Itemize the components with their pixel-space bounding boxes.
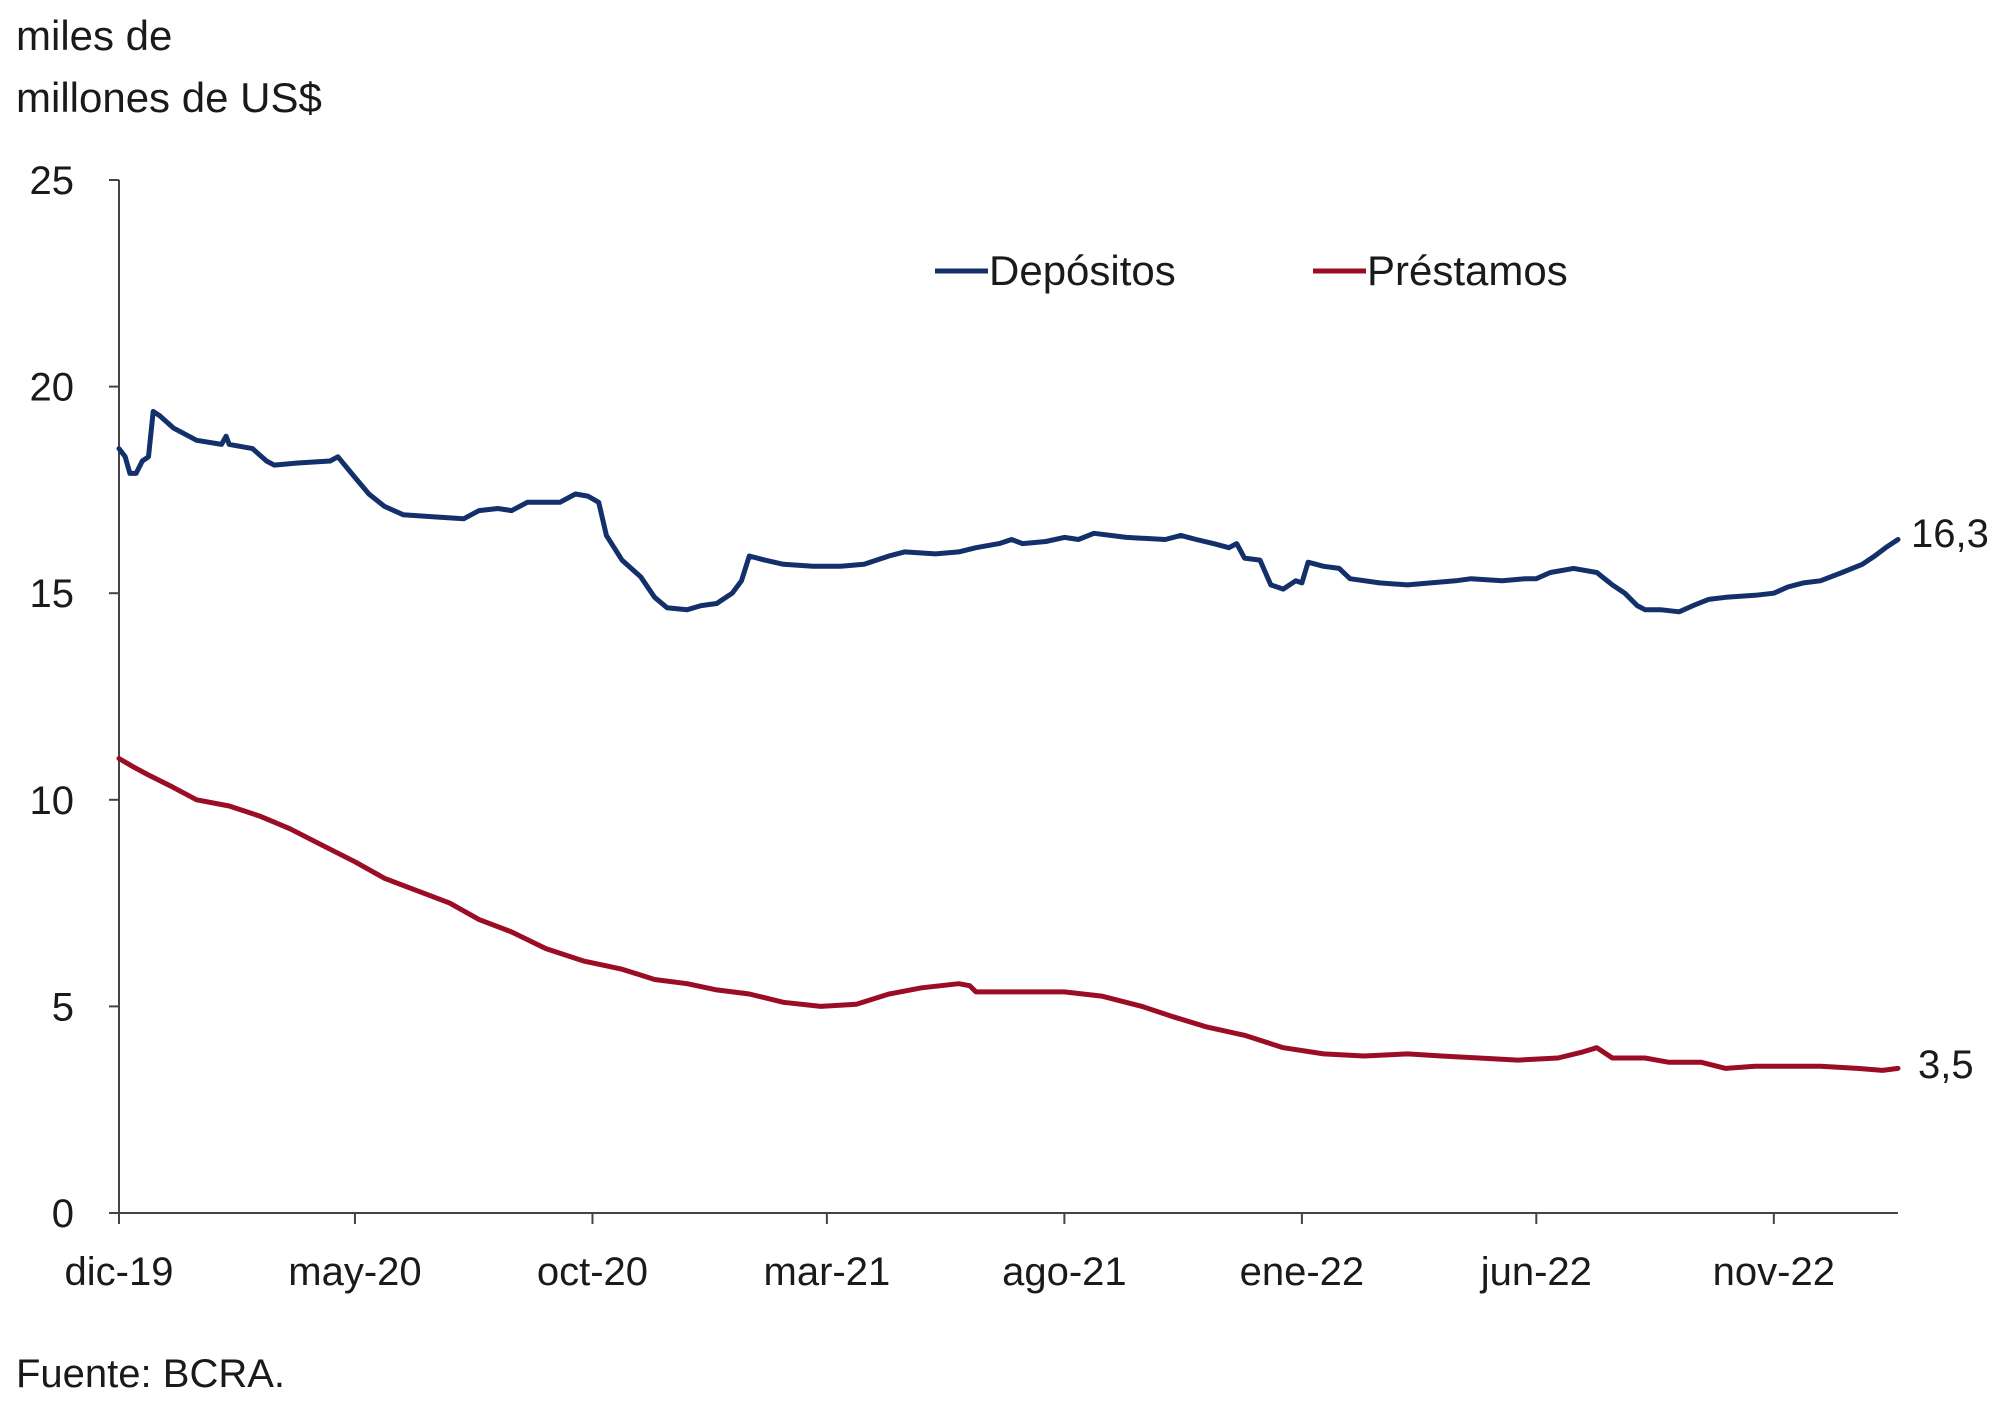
y-tick-label: 25: [30, 159, 75, 203]
y-tick-label: 20: [30, 366, 75, 410]
y-tick-label: 10: [30, 779, 75, 823]
series-line-prestamos: [116, 756, 1901, 1073]
legend: Depósitos Préstamos: [935, 247, 1568, 294]
y-axis-label-line2: millones de US$: [16, 74, 322, 121]
x-tick-label: oct-20: [537, 1250, 648, 1294]
source-note: Fuente: BCRA.: [16, 1352, 285, 1396]
series-layer: [116, 408, 1901, 1073]
series-line-depositos: [116, 408, 1901, 615]
end-label-prestamos: 3,5: [1918, 1043, 1974, 1087]
x-tick-label: nov-22: [1713, 1250, 1835, 1294]
legend-label-prestamos: Préstamos: [1367, 247, 1568, 294]
y-tick-label: 15: [30, 572, 75, 616]
y-tick-label: 0: [52, 1192, 74, 1236]
y-tick-label: 5: [52, 985, 74, 1029]
x-tick-label: jun-22: [1480, 1250, 1592, 1294]
y-axis-label-line1: miles de: [16, 12, 172, 59]
x-tick-label: ago-21: [1002, 1250, 1127, 1294]
end-label-depositos: 16,3: [1911, 512, 1989, 556]
x-tick-label: dic-19: [65, 1250, 174, 1294]
x-tick-label: mar-21: [764, 1250, 891, 1294]
axes: 0 5 10 15 20 25 dic-19 may-20 oct-20 mar-21 ago-21…: [30, 159, 1898, 1294]
x-tick-label: may-20: [288, 1250, 421, 1294]
x-tick-label: ene-22: [1240, 1250, 1365, 1294]
legend-label-depositos: Depósitos: [989, 247, 1176, 294]
